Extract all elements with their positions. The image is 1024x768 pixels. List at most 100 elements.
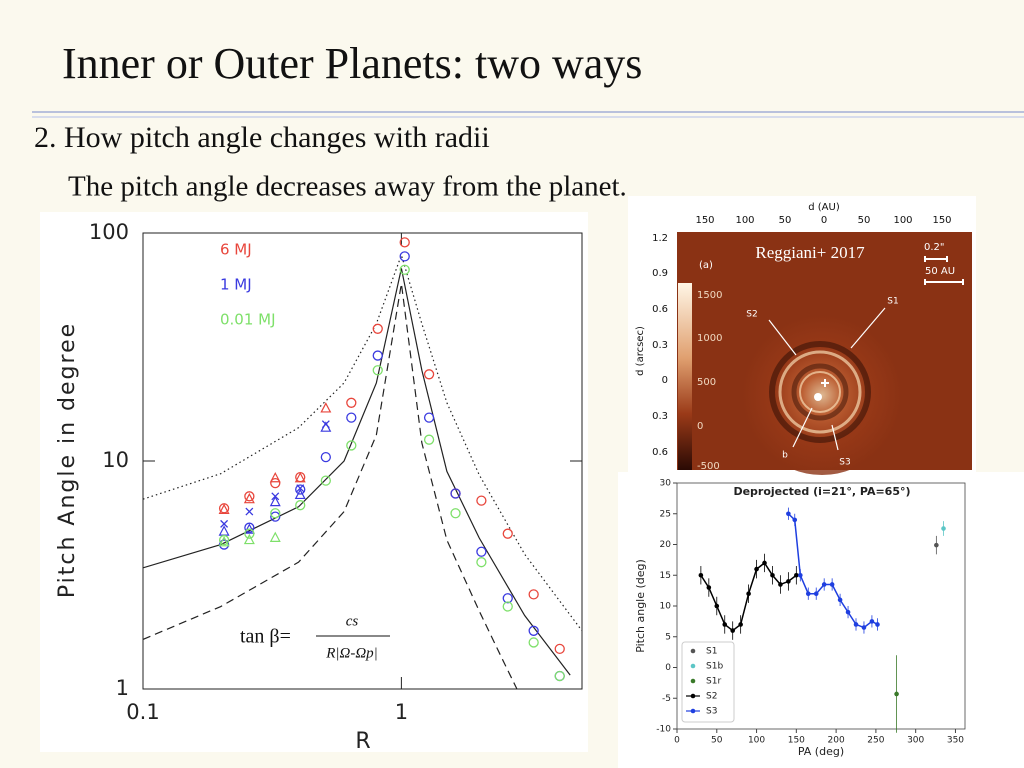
x-tick-label: 350	[947, 736, 964, 746]
y-tick-label: 30	[660, 479, 672, 489]
y-tick-label: 0.3	[652, 340, 668, 351]
y-tick-label: 0.6	[652, 447, 668, 458]
marker-triangle	[294, 488, 306, 500]
y-tick-label: -5	[662, 694, 671, 704]
marker-triangle	[294, 471, 306, 483]
star-marker	[821, 379, 829, 387]
data-point	[714, 603, 720, 609]
arrow	[768, 307, 886, 451]
data-point	[754, 566, 759, 572]
data-point	[894, 691, 899, 697]
x-tick-label: 100	[735, 215, 754, 226]
marker-cross	[271, 492, 280, 501]
y-axis-label: Pitch Angle in degree	[55, 322, 80, 598]
slide-title: Inner or Outer Planets: two ways	[62, 39, 642, 88]
colorbar-label: 0	[697, 421, 703, 432]
y-tick-label: 10	[102, 448, 129, 472]
legend-label: 6 MJ	[220, 241, 252, 259]
panel-label: (a)	[699, 260, 713, 271]
disk-image	[742, 315, 902, 475]
axis-label: d (arcsec)	[635, 326, 646, 376]
marker-circle	[399, 251, 410, 262]
marker-triangle	[243, 523, 255, 534]
x-tick-label: 150	[788, 736, 805, 746]
marker-circle	[244, 528, 255, 539]
marker-triangle	[243, 492, 255, 504]
disk-image	[778, 350, 862, 434]
marker-circle	[476, 546, 487, 557]
data-point	[829, 582, 835, 587]
data-point	[821, 582, 827, 587]
model-curve	[143, 268, 571, 676]
marker-circle	[270, 477, 281, 489]
x-tick-label: 50	[779, 215, 792, 226]
data-point	[934, 542, 939, 548]
marker-circle	[502, 528, 513, 539]
disk-image	[799, 371, 841, 413]
marker-circle	[476, 557, 487, 568]
marker-cross	[296, 484, 305, 493]
data-point	[837, 597, 843, 603]
x-tick-label: 100	[748, 736, 765, 746]
scale-bar	[924, 256, 964, 285]
citation: Reggiani+ 2017	[755, 243, 865, 262]
x-tick-label: 150	[932, 215, 951, 226]
x-axis-label: R	[355, 729, 370, 754]
data-point	[786, 511, 791, 517]
marker-circle	[270, 511, 281, 522]
colorbar-label: -500	[697, 461, 720, 472]
formula: cs	[346, 613, 359, 629]
marker-cross	[220, 519, 229, 528]
marker-triangle	[218, 536, 230, 547]
chart-title: Deprojected (i=21°, PA=65°)	[733, 485, 910, 498]
data-point	[706, 585, 712, 590]
y-tick-label: 0	[665, 663, 671, 673]
marker-circle	[372, 350, 383, 361]
data-point	[798, 572, 803, 578]
y-tick-label: 15	[660, 571, 671, 581]
marker-circle	[399, 237, 410, 248]
companion	[814, 393, 822, 401]
y-tick-label: 0.3	[652, 411, 668, 422]
marker-circle	[450, 508, 461, 519]
data-point	[698, 572, 704, 578]
marker-circle	[450, 488, 461, 499]
marker-triangle	[320, 402, 332, 413]
colorbar-label: 500	[697, 377, 716, 388]
disk-image	[769, 341, 871, 443]
x-tick-label: 150	[695, 215, 714, 226]
y-tick-label: 1.2	[652, 233, 668, 244]
sub-bullet: The pitch angle decreases away from the …	[68, 171, 627, 203]
data-point	[786, 579, 791, 584]
data-point	[770, 572, 775, 578]
x-tick-label: 1	[395, 700, 408, 724]
data-point	[792, 517, 798, 523]
x-axis-label: PA (deg)	[798, 745, 844, 758]
x-tick-label: 0	[821, 215, 827, 226]
y-tick-label: 20	[660, 540, 672, 550]
marker-circle	[554, 643, 565, 655]
x-tick-label: 300	[907, 736, 924, 746]
marker-circle	[423, 412, 435, 423]
legend-swatch	[690, 693, 696, 699]
marker-cross	[245, 507, 254, 516]
data-point	[869, 619, 875, 624]
marker-circle	[346, 397, 357, 408]
colorbar	[678, 283, 692, 470]
y-tick-label: 0.6	[652, 304, 668, 315]
marker-circle	[502, 593, 513, 604]
colorbar-label: 1000	[697, 333, 722, 344]
marker-triangle	[269, 531, 281, 542]
legend-swatch	[690, 648, 696, 654]
marker-circle	[476, 495, 487, 506]
formula: R|Ω-Ωp|	[325, 645, 378, 661]
marker-circle	[346, 440, 357, 451]
x-tick-label: 50	[858, 215, 871, 226]
marker-circle	[372, 365, 383, 376]
feature-label: S2	[746, 310, 757, 320]
legend-label: S1	[706, 647, 717, 657]
marker-triangle	[243, 533, 255, 545]
data-point	[762, 560, 767, 566]
colorbar-label: 1500	[697, 290, 722, 301]
